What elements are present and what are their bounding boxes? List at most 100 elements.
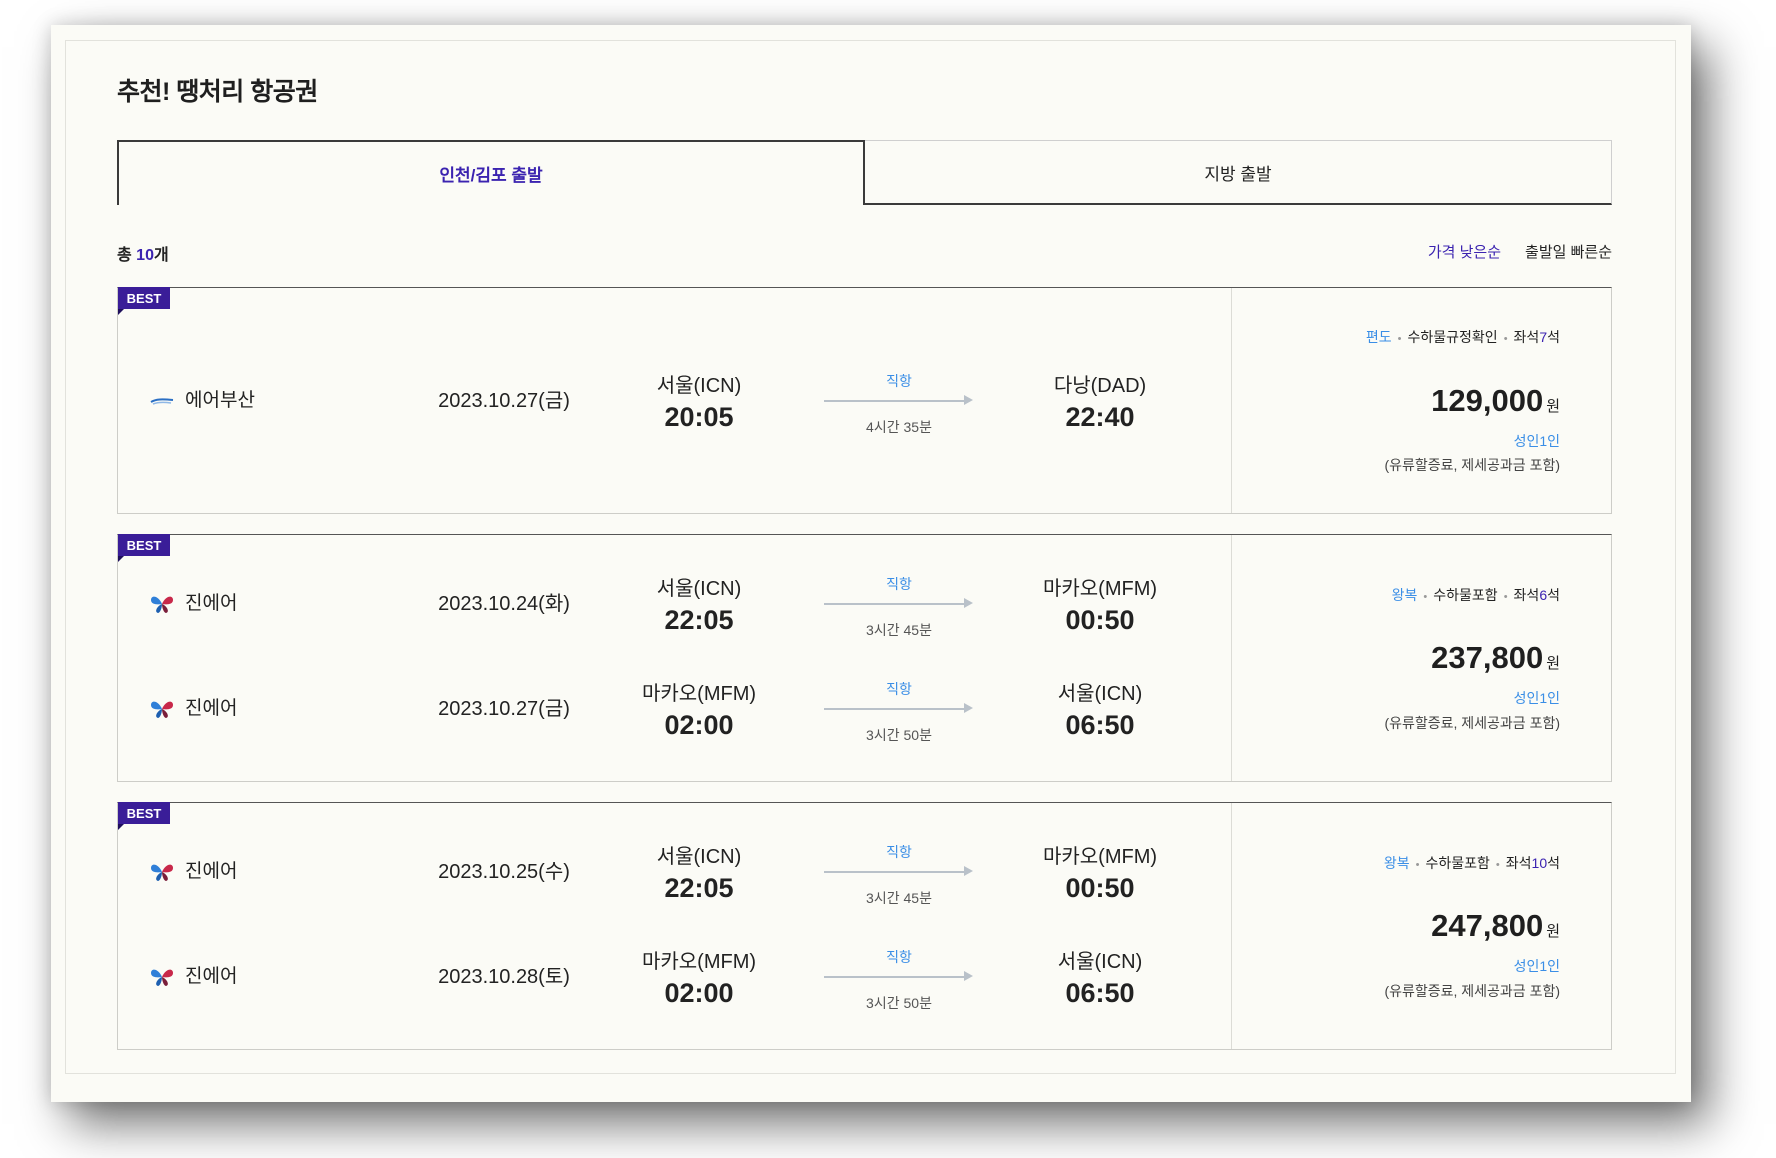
arrival-time: 00:50 [1065, 605, 1135, 635]
departure-time: 20:05 [664, 402, 734, 432]
baggage-info: 수하물포함 [1433, 587, 1498, 603]
arrival-city: 서울(ICN) [1057, 951, 1143, 973]
fare-amount: 129,000 [1431, 383, 1544, 418]
fare-currency: 원 [1546, 398, 1560, 415]
seats-count: 7 [1539, 329, 1548, 345]
fare-note: (유류할증료, 제세공과금 포함) [1384, 983, 1560, 999]
route-arrow-line [824, 400, 967, 402]
best-badge: BEST [118, 802, 170, 830]
separator-dot: • [1423, 591, 1428, 603]
panel-border [65, 40, 1676, 1074]
route-arrow-head-icon [964, 598, 973, 608]
seats-label: 좌석 [1505, 855, 1532, 871]
route-arrow-head-icon [964, 703, 973, 713]
route-type-label: 직항 [886, 681, 912, 697]
baggage-info: 수하물규정확인 [1407, 329, 1498, 345]
card-divider [1231, 803, 1232, 1049]
best-badge: BEST [118, 534, 170, 562]
fare-passenger: 성인1인 [1513, 690, 1560, 706]
fare-price[interactable]: 129,000 원 [1431, 383, 1560, 425]
departure-city: 마카오(MFM) [641, 951, 757, 973]
fare-note: (유류할증료, 제세공과금 포함) [1384, 457, 1560, 473]
sort-price-low[interactable]: 가격 낮은순 [1427, 244, 1502, 261]
fare-price[interactable]: 237,800 원 [1431, 640, 1560, 682]
arrival-time: 22:40 [1065, 402, 1135, 432]
departure-time: 02:00 [664, 978, 734, 1008]
seats-count: 6 [1539, 587, 1548, 603]
fare-currency: 원 [1546, 655, 1560, 672]
arrival-time: 06:50 [1065, 710, 1135, 740]
route-type-label: 직항 [886, 576, 912, 592]
result-count-suffix: 개 [153, 247, 169, 264]
fare-price[interactable]: 247,800 원 [1431, 908, 1560, 950]
flight-duration: 3시간 50분 [866, 995, 932, 1011]
route-arrow-line [824, 603, 967, 605]
flight-duration: 4시간 35분 [866, 419, 932, 435]
seats-count: 10 [1531, 855, 1548, 871]
flight-card[interactable]: BEST 진에어 2023.10.24(화) 서울(ICN) 22:05 직항 3시간 45… [117, 534, 1612, 782]
separator-dot: • [1397, 333, 1402, 345]
flight-card[interactable]: BEST 진에어 2023.10.25(수) 서울(ICN) 22:05 직항 3시간 45… [117, 802, 1612, 1050]
result-count: 총 10개 [117, 241, 169, 265]
route-type-label: 직항 [886, 373, 912, 389]
trip-type: 왕복 [1391, 587, 1418, 603]
fare-amount: 237,800 [1431, 640, 1544, 675]
separator-dot: • [1495, 859, 1500, 871]
air-busan-logo-icon [150, 390, 174, 412]
separator-dot: • [1415, 859, 1420, 871]
separator-dot: • [1503, 333, 1508, 345]
jinair-butterfly-icon [150, 966, 174, 988]
departure-time: 22:05 [664, 873, 734, 903]
departure-city: 마카오(MFM) [641, 683, 757, 705]
flight-duration: 3시간 45분 [866, 622, 932, 638]
fare-tags: 왕복 • 수하물포함 • 좌석6석 [1392, 586, 1560, 606]
airline-name: 진에어 [185, 861, 238, 882]
result-count-number: 10 [136, 247, 154, 264]
tab-regional[interactable]: 지방 출발 [865, 140, 1612, 205]
card-divider [1231, 288, 1232, 513]
trip-type: 왕복 [1383, 855, 1410, 871]
best-badge: BEST [118, 287, 170, 315]
flight-list: BEST 에어부산 2023.10.27(금) 서울(ICN) 20:05 직항 4시간 3… [117, 287, 1612, 1070]
seats-unit: 석 [1547, 587, 1560, 603]
fare-currency: 원 [1546, 923, 1560, 940]
fare-passenger: 성인1인 [1513, 433, 1560, 449]
result-count-prefix: 총 [117, 247, 137, 264]
airline-name: 진에어 [185, 593, 238, 614]
fare-note: (유류할증료, 제세공과금 포함) [1384, 715, 1560, 731]
sort-departure-soon[interactable]: 출발일 빠른순 [1525, 244, 1612, 261]
arrival-city: 서울(ICN) [1057, 683, 1143, 705]
route-arrow-line [824, 708, 967, 710]
jinair-butterfly-icon [150, 861, 174, 883]
flight-duration: 3시간 45분 [866, 890, 932, 906]
departure-date: 2023.10.24(화) [438, 593, 570, 615]
fare-amount: 247,800 [1431, 908, 1544, 943]
airline-name: 진에어 [185, 966, 238, 987]
card-divider [1231, 535, 1232, 781]
departure-time: 22:05 [664, 605, 734, 635]
flight-card[interactable]: BEST 에어부산 2023.10.27(금) 서울(ICN) 20:05 직항 4시간 3… [117, 287, 1612, 514]
route-arrow-line [824, 976, 967, 978]
departure-date: 2023.10.28(토) [438, 966, 570, 988]
tab-incheon-gimpo[interactable]: 인천/김포 출발 [117, 140, 865, 205]
arrival-city: 마카오(MFM) [1042, 846, 1158, 868]
sort-options: 가격 낮은순 출발일 빠른순 [1428, 241, 1612, 262]
departure-time: 02:00 [664, 710, 734, 740]
baggage-info: 수하물포함 [1425, 855, 1490, 871]
seats-unit: 석 [1547, 855, 1560, 871]
arrival-city: 마카오(MFM) [1042, 578, 1158, 600]
departure-date: 2023.10.27(금) [438, 698, 570, 720]
separator-dot: • [1503, 591, 1508, 603]
seats-label: 좌석 [1513, 329, 1540, 345]
fare-tags: 왕복 • 수하물포함 • 좌석10석 [1384, 854, 1560, 874]
jinair-butterfly-icon [150, 593, 174, 615]
route-type-label: 직항 [886, 949, 912, 965]
departure-city: 서울(ICN) [656, 846, 742, 868]
arrival-time: 00:50 [1065, 873, 1135, 903]
route-arrow-head-icon [964, 395, 973, 405]
departure-city: 서울(ICN) [656, 578, 742, 600]
airline-name: 진에어 [185, 698, 238, 719]
route-arrow-head-icon [964, 866, 973, 876]
fare-tags: 편도 • 수하물규정확인 • 좌석7석 [1366, 328, 1560, 348]
route-arrow-line [824, 871, 967, 873]
